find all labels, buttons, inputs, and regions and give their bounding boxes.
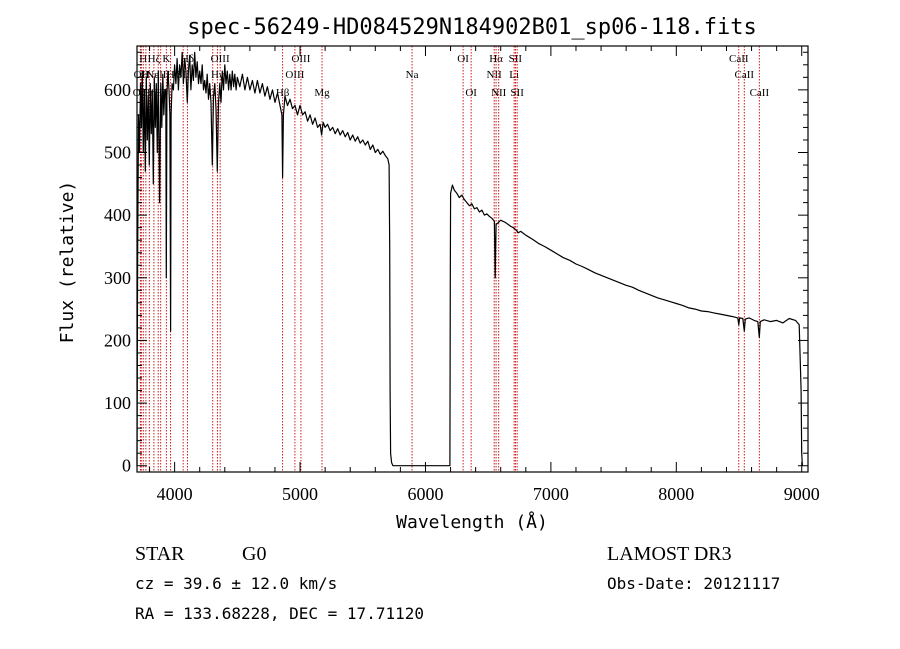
coordinates: RA = 133.68228, DEC = 17.71120 [135, 604, 424, 623]
plot-frame [136, 45, 809, 473]
x-tick-label-5: 9000 [784, 484, 820, 504]
survey-name: LAMOST DR3 [607, 543, 732, 565]
line-label-15: Hβ [276, 87, 290, 99]
line-label-20: OI [457, 53, 469, 65]
axis-ticks: 4000 5000 6000 7000 8000 9000 0 100 200 300 400 500… [104, 46, 820, 504]
spectrum-series [136, 51, 803, 467]
line-label-30: CaII [750, 87, 770, 99]
line-label-22: NII [487, 69, 503, 81]
y-tick-label-6: 600 [104, 80, 131, 100]
line-label-18: Mg [314, 87, 330, 99]
line-label-2: H [139, 53, 147, 65]
line-label-9: H [167, 69, 175, 81]
x-tick-label-1: 5000 [282, 484, 318, 504]
line-label-8: K [162, 53, 170, 65]
line-label-23: Hα [489, 53, 503, 65]
y-tick-label-2: 200 [104, 330, 131, 350]
line-label-5: Hζ [148, 53, 161, 65]
line-label-26: SII [509, 53, 523, 65]
redshift-value: cz = 39.6 ± 12.0 km/s [135, 574, 337, 593]
x-tick-label-2: 6000 [407, 484, 443, 504]
line-label-25: Li [509, 69, 519, 81]
line-label-12: G [209, 87, 217, 99]
y-tick-label-1: 100 [104, 393, 131, 413]
line-label-16: OIII [285, 69, 304, 81]
y-tick-label-5: 500 [104, 143, 131, 163]
line-label-19: Na [406, 69, 419, 81]
observation-date: Obs-Date: 20121117 [607, 574, 780, 593]
line-label-17: OIII [291, 53, 310, 65]
spectral-line-markers: OIIOIIHHHηHζNeIIIHζKHHδSIIGHγOIIIHβOIIIO… [133, 46, 770, 472]
line-label-28: CaII [729, 53, 749, 65]
y-axis-label: Flux (relative) [57, 181, 78, 344]
x-axis-label: Wavelength (Å) [396, 511, 548, 533]
object-class: STAR [135, 543, 185, 565]
line-label-29: CaII [735, 69, 755, 81]
object-subclass: G0 [242, 543, 266, 565]
line-label-24: NII [491, 87, 507, 99]
line-label-27: SII [510, 87, 524, 99]
y-tick-label-0: 0 [122, 456, 131, 476]
chart-title: spec-56249-HD084529N184902B01_sp06-118.f… [187, 15, 757, 40]
x-tick-label-3: 7000 [533, 484, 569, 504]
line-label-14: OIII [211, 53, 230, 65]
y-tick-label-4: 400 [104, 205, 131, 225]
y-tick-label-3: 300 [104, 268, 131, 288]
line-label-13: Hγ [211, 69, 224, 81]
x-tick-label-4: 8000 [658, 484, 694, 504]
x-tick-label-0: 4000 [157, 484, 193, 504]
line-label-21: OI [465, 87, 477, 99]
line-label-3: H [142, 69, 150, 81]
